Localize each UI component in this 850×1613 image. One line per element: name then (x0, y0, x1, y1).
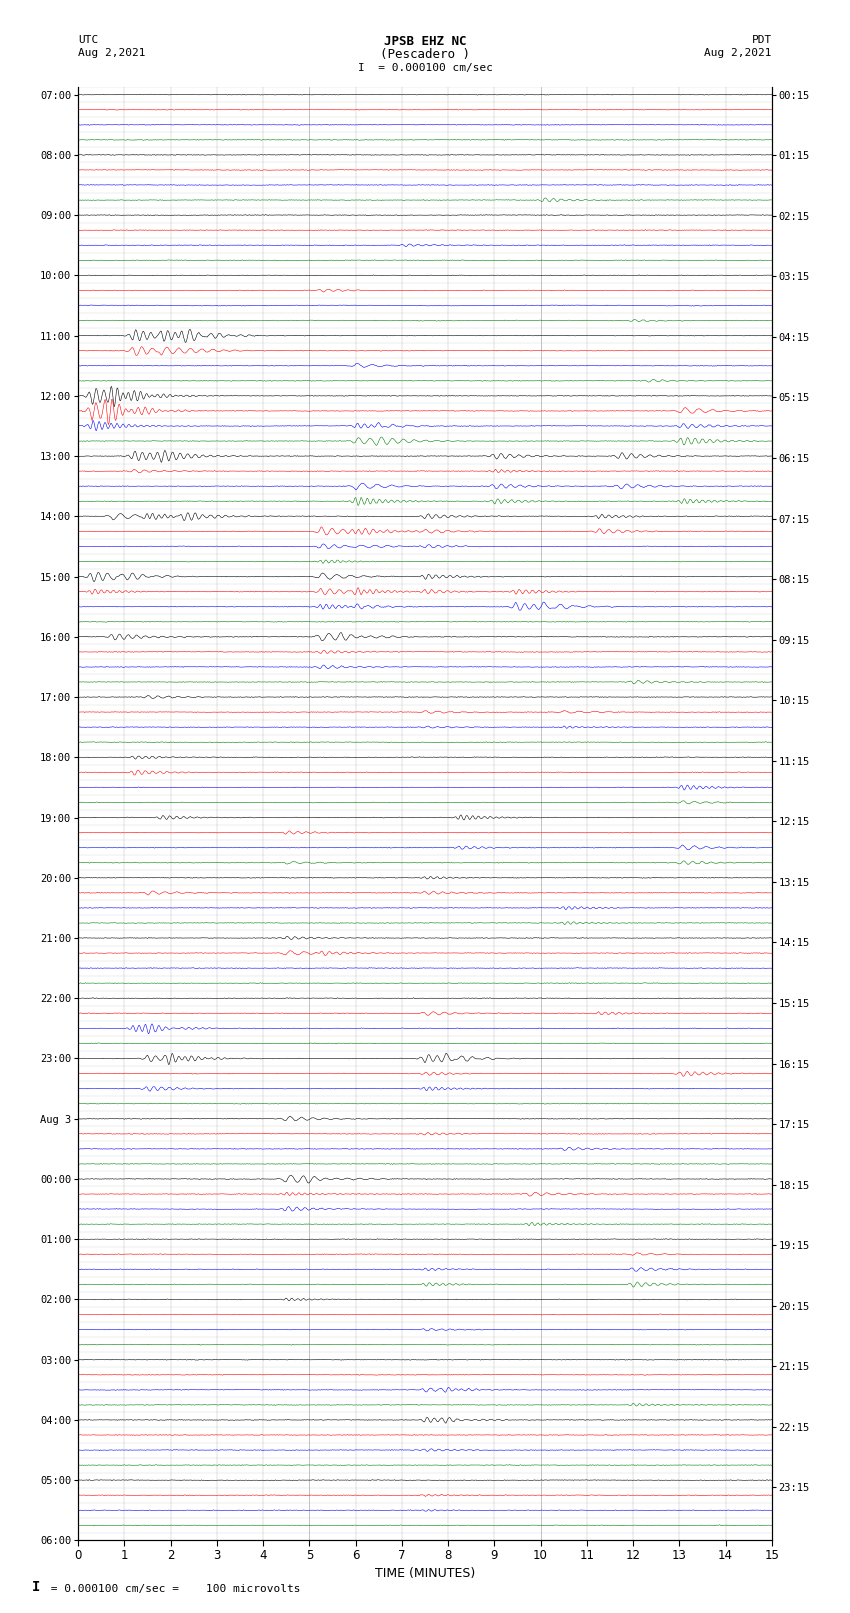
Text: JPSB EHZ NC: JPSB EHZ NC (383, 35, 467, 48)
Text: I: I (32, 1579, 41, 1594)
Text: Aug 2,2021: Aug 2,2021 (78, 48, 145, 58)
Text: Aug 2,2021: Aug 2,2021 (705, 48, 772, 58)
X-axis label: TIME (MINUTES): TIME (MINUTES) (375, 1568, 475, 1581)
Text: = 0.000100 cm/sec =    100 microvolts: = 0.000100 cm/sec = 100 microvolts (44, 1584, 301, 1594)
Text: I  = 0.000100 cm/sec: I = 0.000100 cm/sec (358, 63, 492, 73)
Text: UTC: UTC (78, 35, 99, 45)
Text: (Pescadero ): (Pescadero ) (380, 48, 470, 61)
Text: PDT: PDT (751, 35, 772, 45)
